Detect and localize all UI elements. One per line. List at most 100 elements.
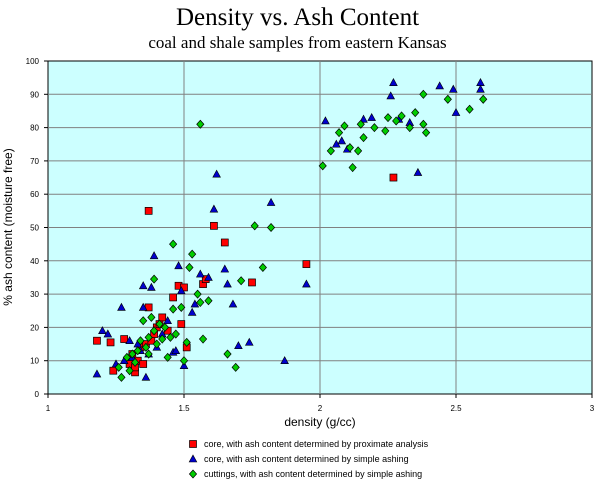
diamond-point: [158, 334, 167, 344]
triangle-point: [337, 136, 347, 145]
triangle-point: [117, 302, 126, 311]
y-axis-label: % ash content (moisture free): [1, 148, 15, 305]
y-tick-label: 80: [30, 124, 39, 133]
legend-label: core, with ash content determined by pro…: [204, 438, 429, 449]
x-tick-label: 3: [590, 404, 595, 413]
y-tick-label: 60: [30, 190, 39, 199]
triangle-point: [176, 286, 186, 295]
triangle-point: [389, 78, 398, 86]
triangle-point: [223, 279, 232, 288]
diamond-point: [334, 128, 344, 138]
square-point: [389, 173, 398, 182]
square-point: [220, 238, 229, 247]
diamond-point: [359, 133, 368, 143]
triangle-point: [451, 107, 461, 116]
triangle-point: [228, 299, 238, 308]
diamond-point: [177, 302, 186, 312]
triangle-point: [220, 264, 230, 273]
x-tick-label: 1: [46, 404, 51, 413]
diamond-point: [266, 222, 276, 233]
triangle-point: [92, 369, 102, 378]
diamond-point: [370, 123, 379, 133]
diamond-point: [122, 352, 131, 362]
triangle-point: [386, 91, 396, 100]
diamond-point: [160, 322, 170, 332]
chart-title: Density vs. Ash Content: [175, 4, 420, 31]
triangle-point: [359, 114, 368, 123]
y-tick-label: 30: [30, 290, 39, 299]
triangle-point: [212, 169, 221, 178]
y-tick-label: 20: [30, 323, 39, 332]
chart-subtitle: coal and shale samples from eastern Kans…: [148, 33, 447, 52]
triangle-point: [196, 269, 205, 278]
legend: core, with ash content determined by pro…: [186, 436, 428, 481]
square-point: [144, 207, 153, 215]
square-point: [210, 221, 218, 230]
triangle-point: [138, 281, 148, 290]
square-point: [248, 278, 256, 287]
diamond-point: [392, 116, 401, 126]
diamond-point: [237, 276, 246, 286]
diamond-point: [411, 108, 420, 118]
diamond-point: [196, 119, 205, 129]
diamond-point: [182, 337, 191, 347]
diamond-point: [326, 146, 335, 156]
diamond-point: [139, 316, 148, 326]
y-tick-label: 70: [30, 157, 39, 166]
diamond-point: [147, 312, 156, 322]
triangle-point: [367, 112, 376, 121]
square-point: [158, 313, 167, 322]
square-point: [139, 360, 148, 368]
diamond-point: [150, 326, 159, 336]
y-tick-label: 0: [35, 390, 40, 399]
diamond-point: [223, 349, 232, 359]
square-point: [177, 320, 186, 328]
triangle-point: [321, 116, 330, 125]
y-tick-label: 10: [30, 357, 39, 366]
square-point: [180, 283, 188, 292]
triangle-point: [204, 272, 213, 281]
diamond-point: [166, 332, 175, 342]
diamond-point: [383, 113, 393, 123]
triangle-point: [171, 346, 181, 355]
triangle-point: [413, 167, 423, 176]
y-tick-label: 100: [26, 57, 40, 66]
diamond-point: [179, 356, 189, 366]
triangle-point: [163, 316, 172, 325]
triangle-point: [244, 337, 254, 346]
diamond-point: [381, 126, 390, 136]
diamond-point: [188, 249, 197, 259]
diamond-point: [141, 342, 150, 352]
diamond-point: [345, 143, 354, 153]
triangle-point: [266, 197, 276, 206]
diamond-point: [204, 296, 213, 306]
triangle-point: [280, 356, 289, 365]
square-point: [302, 260, 311, 268]
diamond-point: [185, 262, 194, 272]
triangle-point: [141, 372, 151, 381]
diamond-point: [405, 123, 414, 133]
diamond-point: [356, 119, 365, 129]
diamond-point: [171, 329, 180, 339]
triangle-point: [448, 84, 458, 93]
diamond-point: [136, 336, 145, 346]
square-point: [93, 336, 101, 345]
x-axis-label: density (g/cc): [284, 415, 355, 429]
legend-marker-shape: [188, 468, 198, 479]
diamond-point: [443, 94, 452, 104]
triangle-point: [98, 326, 107, 335]
triangle-point: [302, 279, 311, 288]
diamond-point: [117, 372, 126, 382]
legend-diamond-marker: [188, 468, 198, 479]
diamond-point: [231, 362, 240, 372]
diamond-point: [250, 221, 259, 231]
triangle-point: [190, 299, 200, 308]
legend-item: core, with ash content determined by sim…: [186, 451, 428, 466]
diamond-point: [169, 239, 178, 249]
diamond-point: [150, 274, 159, 284]
diamond-point: [348, 163, 357, 173]
diamond-point: [144, 349, 153, 359]
diamond-point: [163, 352, 172, 362]
square-point: [120, 335, 129, 343]
